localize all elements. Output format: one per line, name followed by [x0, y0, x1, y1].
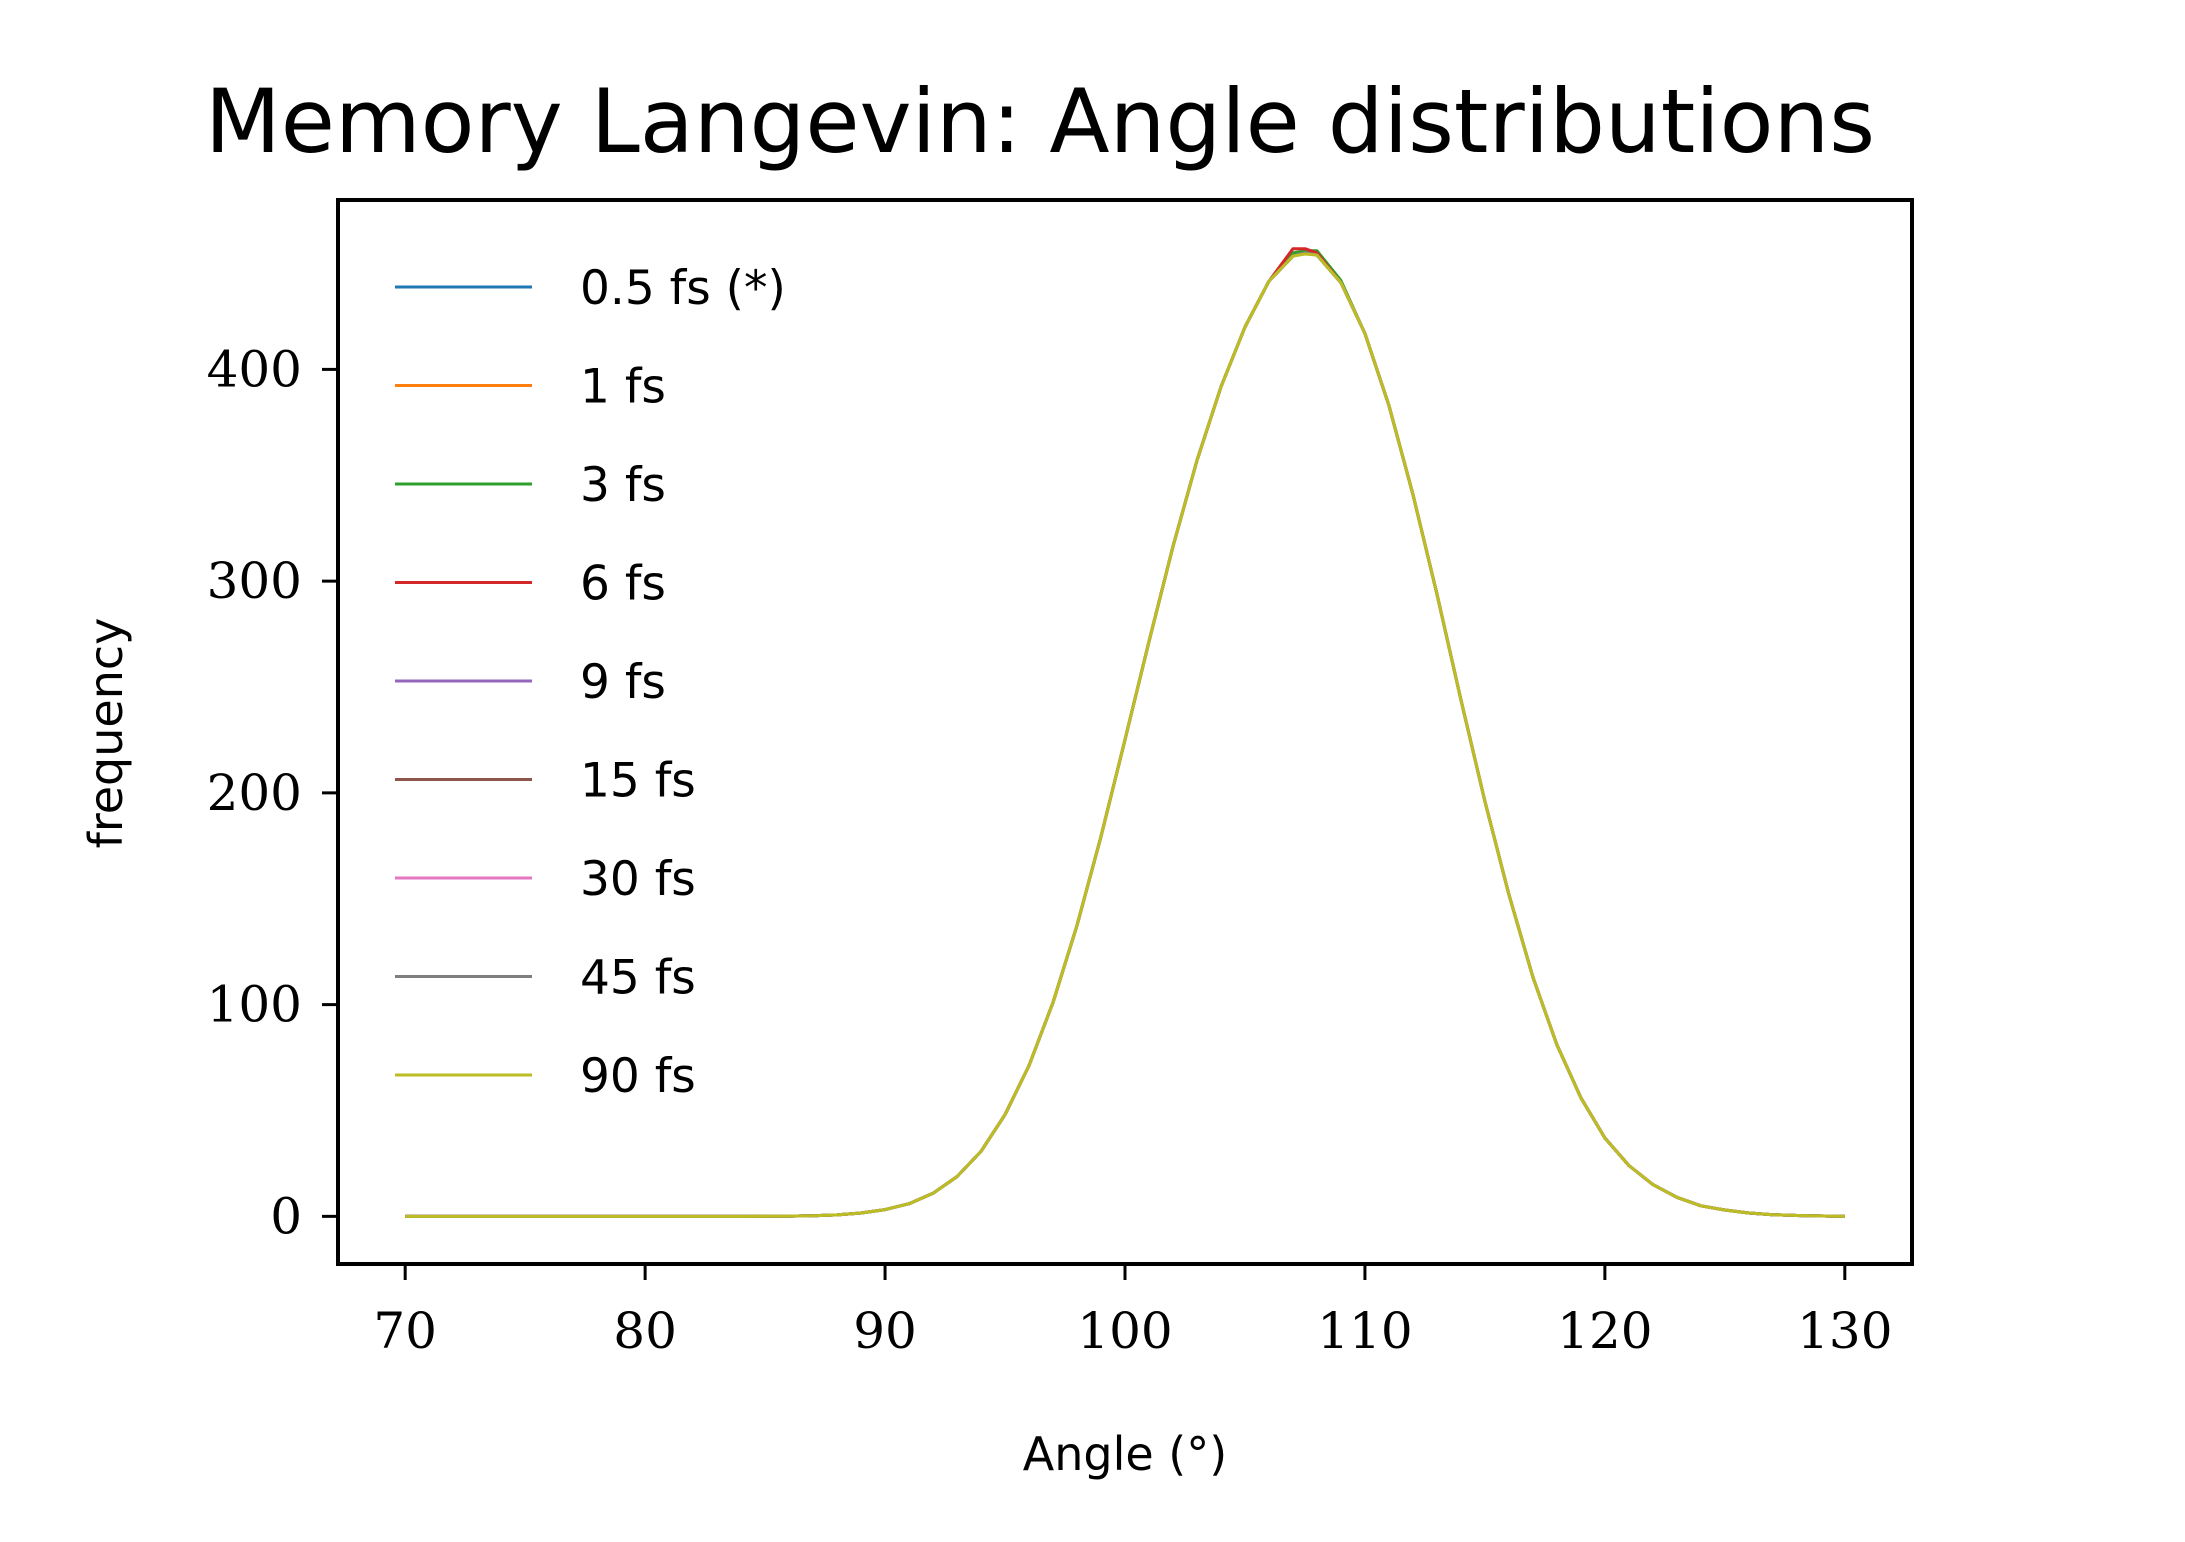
legend-label-2: 3 fs	[580, 458, 666, 513]
series-lines	[405, 247, 1845, 1218]
y-axis-ticks: 0 100 200 300 400	[207, 340, 338, 1245]
legend-label-8: 90 fs	[580, 1049, 696, 1104]
x-axis-label: Angle (°)	[1023, 1427, 1227, 1481]
x-tick-label: 100	[1077, 1302, 1172, 1360]
y-tick-label: 200	[207, 764, 302, 822]
y-tick-label: 300	[207, 552, 302, 610]
y-tick-label: 100	[207, 976, 302, 1034]
y-axis-label: frequency	[79, 618, 133, 849]
legend-label-5: 15 fs	[580, 754, 696, 809]
chart-title: Memory Langevin: Angle distributions	[205, 70, 1875, 173]
legend-label-1: 1 fs	[580, 360, 666, 415]
legend-label-4: 9 fs	[580, 655, 666, 710]
y-tick-label: 400	[207, 340, 302, 398]
x-tick-label: 70	[373, 1302, 437, 1360]
series-line-8	[405, 252, 1845, 1218]
x-tick-label: 90	[853, 1302, 917, 1360]
x-axis-ticks: 70 80 90 100 110 120 130	[373, 1264, 1893, 1360]
legend-label-6: 30 fs	[580, 852, 696, 907]
legend-label-7: 45 fs	[580, 951, 696, 1006]
x-tick-label: 80	[613, 1302, 677, 1360]
legend: 0.5 fs (*) 1 fs 3 fs 6 fs 9 fs 15 fs 30 fs 45 f…	[395, 261, 786, 1104]
x-tick-label: 120	[1557, 1302, 1652, 1360]
legend-label-0: 0.5 fs (*)	[580, 261, 786, 316]
x-tick-label: 130	[1797, 1302, 1892, 1360]
legend-label-3: 6 fs	[580, 557, 666, 612]
x-tick-label: 110	[1317, 1302, 1412, 1360]
y-tick-label: 0	[270, 1187, 302, 1245]
